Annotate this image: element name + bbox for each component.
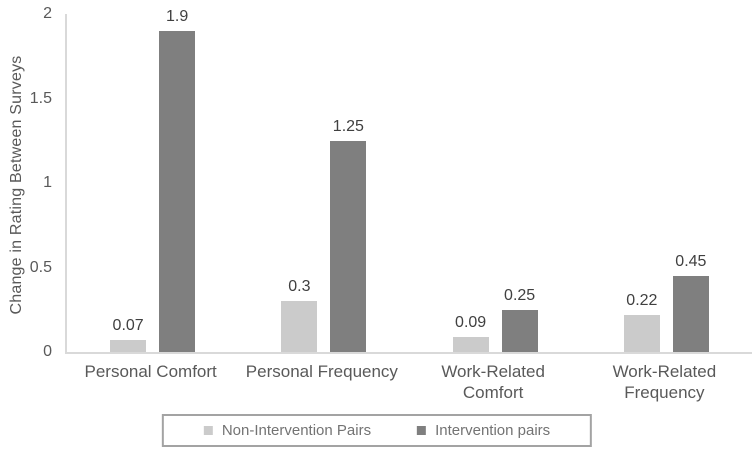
bar-intervention xyxy=(330,141,367,352)
bar-with-label: 0.45 xyxy=(672,252,709,352)
bar-group: 0.09 0.25 xyxy=(410,286,581,352)
category-label: Personal Frequency xyxy=(245,362,398,381)
category-label: Work-Related Comfort xyxy=(441,362,545,402)
bar-value-label: 1.9 xyxy=(166,8,189,25)
y-tick-label: 0.5 xyxy=(29,258,52,276)
legend-label: Intervention pairs xyxy=(435,422,551,439)
y-tick-label: 1.5 xyxy=(29,89,52,107)
bar-value-label: 0.25 xyxy=(504,287,536,304)
bar-with-label: 0.3 xyxy=(281,277,318,352)
legend: Non-Intervention Pairs Intervention pairs xyxy=(161,414,593,447)
bar-with-label: 0.09 xyxy=(452,313,489,352)
bar-group: 0.22 0.45 xyxy=(581,252,752,352)
category-label: Personal Comfort xyxy=(84,362,217,381)
bar-value-label: 0.09 xyxy=(455,314,487,331)
bar-non-intervention xyxy=(110,340,147,352)
bar-non-intervention xyxy=(452,337,489,352)
bar-value-label: 1.25 xyxy=(332,118,364,135)
legend-item: Intervention pairs xyxy=(417,422,550,439)
bar-with-label: 1.9 xyxy=(159,7,196,352)
bar-intervention xyxy=(159,31,196,352)
bar-non-intervention xyxy=(281,301,318,352)
bar-with-label: 0.25 xyxy=(501,286,538,352)
legend-item: Non-Intervention Pairs xyxy=(203,422,372,439)
bar-group: 0.3 1.25 xyxy=(238,117,409,352)
bar-group: 0.07 1.9 xyxy=(67,7,238,352)
bar-with-label: 1.25 xyxy=(330,117,367,352)
legend-swatch xyxy=(417,426,427,435)
y-tick-label: 0 xyxy=(43,343,52,360)
bar-value-label: 0.3 xyxy=(288,278,311,295)
bar-value-label: 0.45 xyxy=(675,253,707,270)
y-tick-label: 1 xyxy=(43,174,52,191)
legend-label: Non-Intervention Pairs xyxy=(221,422,372,439)
plot-area: 0.07 1.9 0.3 1.25 0.09 0.25 0.22 0.45 xyxy=(65,8,752,354)
bar-intervention xyxy=(672,276,709,352)
bar-with-label: 0.22 xyxy=(623,291,660,352)
legend-swatch xyxy=(203,426,213,435)
bar-intervention xyxy=(501,310,538,352)
bar-value-label: 0.22 xyxy=(626,292,658,309)
y-axis: 0 0.5 1 1.5 2 xyxy=(0,5,65,360)
y-tick-label: 2 xyxy=(43,5,52,22)
bar-value-label: 0.07 xyxy=(112,317,144,334)
bar-non-intervention xyxy=(623,315,660,352)
bar-with-label: 0.07 xyxy=(110,316,147,352)
x-axis-labels: Personal Comfort Personal Frequency Work-R… xyxy=(65,361,750,403)
category-label: Work-Related Frequency xyxy=(612,362,717,402)
